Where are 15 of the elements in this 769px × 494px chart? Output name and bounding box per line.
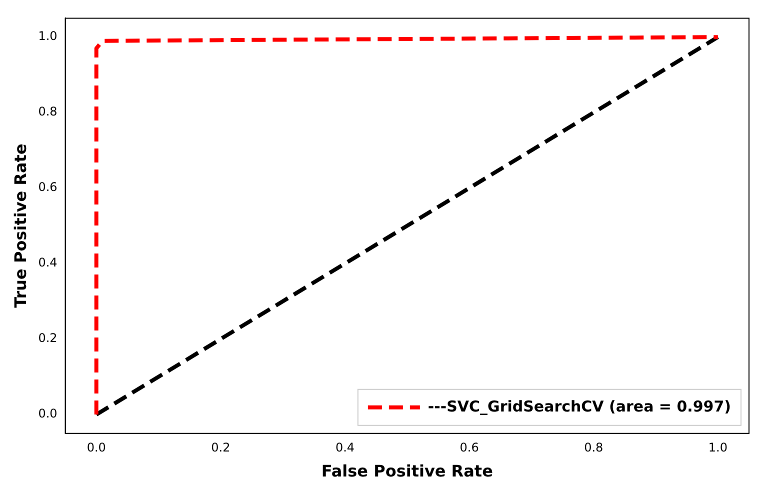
y-tick-label: 0.2 [38, 331, 58, 346]
x-axis-title: False Positive Rate [321, 462, 494, 481]
y-tick-label: 0.8 [38, 104, 58, 119]
x-tick-label: 0.4 [335, 440, 355, 455]
x-tick-label: 0.6 [460, 440, 479, 455]
x-tick-label: 0.2 [211, 440, 230, 455]
y-tick-label: 0.6 [38, 180, 58, 194]
x-tick-label: 0.8 [584, 440, 604, 455]
x-tick-label: 0.0 [86, 440, 106, 455]
legend-label: ---SVC_GridSearchCV (area = 0.997) [428, 397, 731, 416]
y-tick-label: 0.4 [38, 256, 58, 270]
y-tick-label: 1.0 [38, 29, 58, 44]
y-axis-title: True Positive Rate [10, 144, 30, 308]
x-tick-label: 1.0 [708, 440, 728, 455]
y-tick-label: 0.0 [38, 406, 58, 421]
